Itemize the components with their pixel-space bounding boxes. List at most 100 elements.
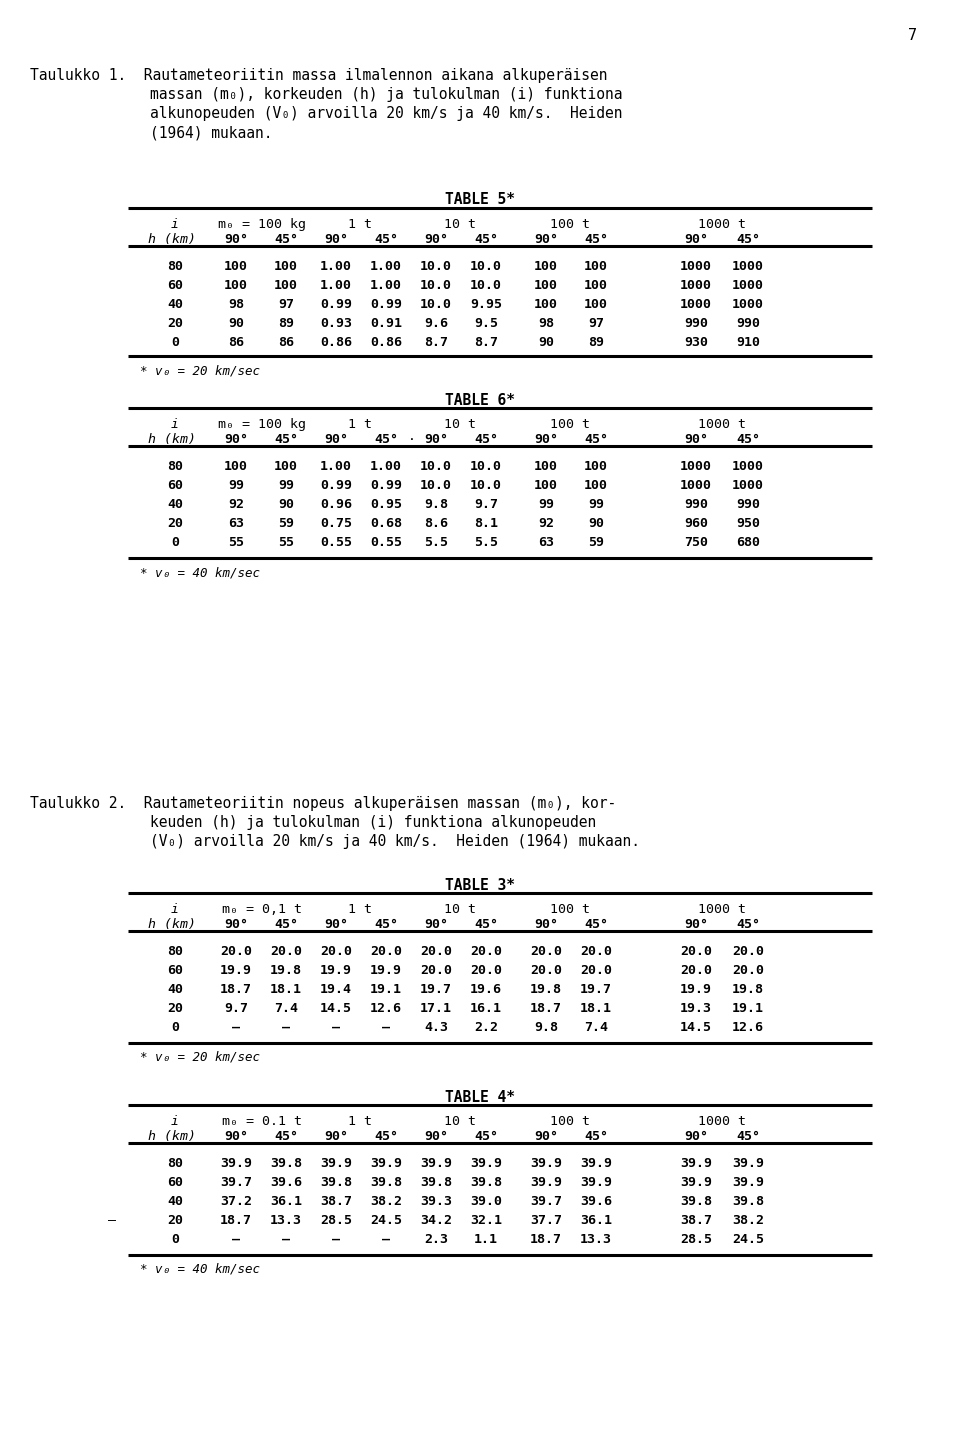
Text: 100: 100 [584,460,608,473]
Text: 36.1: 36.1 [270,1195,302,1208]
Text: * v₀ = 40 km/sec: * v₀ = 40 km/sec [140,566,260,579]
Text: 0.99: 0.99 [320,479,352,492]
Text: 63: 63 [228,517,244,530]
Text: 45°: 45° [736,433,760,446]
Text: 36.1: 36.1 [580,1215,612,1228]
Text: 39.8: 39.8 [470,1176,502,1189]
Text: 19.3: 19.3 [680,1002,712,1015]
Text: 90°: 90° [424,917,448,932]
Text: 80: 80 [167,1157,183,1170]
Text: 9.7: 9.7 [224,1002,248,1015]
Text: TABLE 3*: TABLE 3* [445,877,515,893]
Text: 90°: 90° [324,433,348,446]
Text: 92: 92 [228,497,244,512]
Text: 17.1: 17.1 [420,1002,452,1015]
Text: 39.3: 39.3 [420,1195,452,1208]
Text: 100: 100 [584,279,608,292]
Text: 20.0: 20.0 [732,965,764,977]
Text: 39.9: 39.9 [732,1176,764,1189]
Text: 20: 20 [167,317,183,330]
Text: 20.0: 20.0 [420,965,452,977]
Text: 100: 100 [534,279,558,292]
Text: 18.7: 18.7 [220,983,252,996]
Text: 10.0: 10.0 [420,460,452,473]
Text: 20.0: 20.0 [680,965,712,977]
Text: 39.9: 39.9 [530,1157,562,1170]
Text: 19.6: 19.6 [470,983,502,996]
Text: 90°: 90° [424,233,448,246]
Text: 40: 40 [167,983,183,996]
Text: 10.0: 10.0 [470,279,502,292]
Text: 100: 100 [224,279,248,292]
Text: 0.86: 0.86 [320,336,352,349]
Text: 100: 100 [534,260,558,273]
Text: 45°: 45° [374,1130,398,1143]
Text: 8.6: 8.6 [424,517,448,530]
Text: h (km): h (km) [148,233,196,246]
Text: 10 t: 10 t [444,1115,476,1127]
Text: 0: 0 [171,1233,179,1246]
Text: 20.0: 20.0 [530,965,562,977]
Text: * v₀ = 20 km/sec: * v₀ = 20 km/sec [140,1050,260,1065]
Text: 86: 86 [228,336,244,349]
Text: 80: 80 [167,460,183,473]
Text: 0.75: 0.75 [320,517,352,530]
Text: 9.7: 9.7 [474,497,498,512]
Text: 97: 97 [278,299,294,312]
Text: 89: 89 [278,317,294,330]
Text: 18.1: 18.1 [270,983,302,996]
Text: 0.95: 0.95 [370,497,402,512]
Text: 1.00: 1.00 [320,260,352,273]
Text: 59: 59 [588,536,604,549]
Text: 9.8: 9.8 [534,1020,558,1035]
Text: 90°: 90° [224,233,248,246]
Text: 45°: 45° [474,233,498,246]
Text: 19.8: 19.8 [732,983,764,996]
Text: keuden (h) ja tulokulman (i) funktiona alkunopeuden: keuden (h) ja tulokulman (i) funktiona a… [150,815,596,830]
Text: 90°: 90° [224,1130,248,1143]
Text: 0.99: 0.99 [370,479,402,492]
Text: 99: 99 [538,497,554,512]
Text: 39.9: 39.9 [220,1157,252,1170]
Text: 37.2: 37.2 [220,1195,252,1208]
Text: 100: 100 [534,299,558,312]
Text: 18.7: 18.7 [530,1002,562,1015]
Text: 1000: 1000 [680,460,712,473]
Text: 38.2: 38.2 [370,1195,402,1208]
Text: 39.9: 39.9 [530,1176,562,1189]
Text: 98: 98 [228,299,244,312]
Text: 18.1: 18.1 [580,1002,612,1015]
Text: 1.00: 1.00 [320,460,352,473]
Text: 20: 20 [167,1215,183,1228]
Text: 14.5: 14.5 [680,1020,712,1035]
Text: h (km): h (km) [148,1130,196,1143]
Text: 10.0: 10.0 [470,260,502,273]
Text: 1000: 1000 [680,260,712,273]
Text: i: i [171,419,179,432]
Text: 60: 60 [167,479,183,492]
Text: 680: 680 [736,536,760,549]
Text: 90: 90 [538,336,554,349]
Text: 0: 0 [171,336,179,349]
Text: i: i [171,1115,179,1127]
Text: 40: 40 [167,497,183,512]
Text: 90: 90 [228,317,244,330]
Text: 2.2: 2.2 [474,1020,498,1035]
Text: 97: 97 [588,317,604,330]
Text: 10.0: 10.0 [420,479,452,492]
Text: i: i [171,903,179,916]
Text: 60: 60 [167,279,183,292]
Text: 39.9: 39.9 [680,1176,712,1189]
Text: 9.5: 9.5 [474,317,498,330]
Text: 990: 990 [684,317,708,330]
Text: 4.3: 4.3 [424,1020,448,1035]
Text: 39.7: 39.7 [530,1195,562,1208]
Text: 100 t: 100 t [550,419,590,432]
Text: 90°: 90° [684,1130,708,1143]
Text: 37.7: 37.7 [530,1215,562,1228]
Text: 39.9: 39.9 [732,1157,764,1170]
Text: 16.1: 16.1 [470,1002,502,1015]
Text: 28.5: 28.5 [320,1215,352,1228]
Text: 39.6: 39.6 [580,1195,612,1208]
Text: 1000 t: 1000 t [698,219,746,231]
